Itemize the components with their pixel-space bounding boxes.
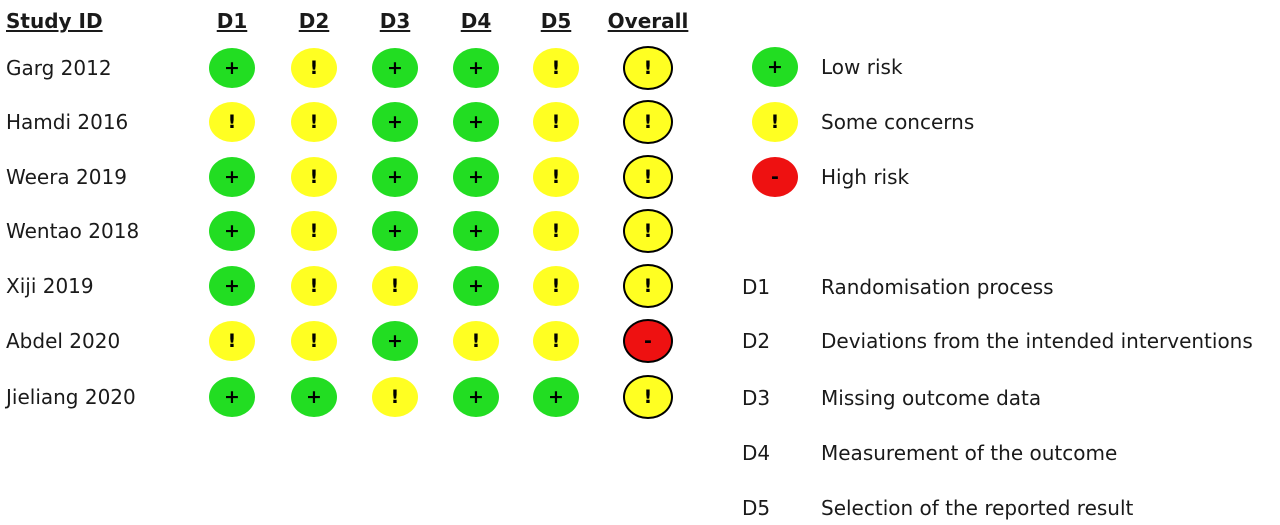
study-label: Xiji 2019	[6, 274, 94, 298]
overall-judgement-dot: !	[623, 209, 673, 253]
judgement-dot-d2: !	[291, 48, 337, 88]
domain-code: D3	[742, 386, 771, 410]
overall-judgement-dot: !	[623, 375, 673, 419]
header-d4: D4	[460, 9, 492, 33]
judgement-dot-d4: +	[453, 102, 499, 142]
judgement-dot-d3: +	[372, 102, 418, 142]
judgement-dot-d4: +	[453, 157, 499, 197]
judgement-dot-d4: +	[453, 211, 499, 251]
overall-judgement-dot: !	[623, 46, 673, 90]
legend-dot-low: +	[752, 47, 798, 87]
domain-description: Missing outcome data	[821, 386, 1042, 410]
judgement-dot-d2: !	[291, 266, 337, 306]
judgement-dot-d1: +	[209, 48, 255, 88]
judgement-dot-d5: !	[533, 102, 579, 142]
judgement-dot-d1: +	[209, 211, 255, 251]
judgement-dot-d3: +	[372, 321, 418, 361]
study-label: Wentao 2018	[6, 219, 140, 243]
overall-judgement-dot: !	[623, 264, 673, 308]
judgement-dot-d5: !	[533, 48, 579, 88]
judgement-dot-d1: +	[209, 377, 255, 417]
judgement-dot-d5: !	[533, 157, 579, 197]
domain-code: D4	[742, 441, 771, 465]
header-d3: D3	[379, 9, 411, 33]
legend-label: Low risk	[821, 55, 903, 79]
header-study-id: Study ID	[6, 9, 103, 33]
header-d1: D1	[216, 9, 248, 33]
domain-description: Randomisation process	[821, 275, 1054, 299]
overall-judgement-dot: !	[623, 155, 673, 199]
judgement-dot-d2: !	[291, 321, 337, 361]
judgement-dot-d5: +	[533, 377, 579, 417]
header-overall: Overall	[607, 9, 689, 33]
domain-description: Measurement of the outcome	[821, 441, 1118, 465]
judgement-dot-d2: !	[291, 211, 337, 251]
legend-label: High risk	[821, 165, 910, 189]
legend-dot-high: -	[752, 157, 798, 197]
judgement-dot-d1: +	[209, 266, 255, 306]
domain-code: D1	[742, 275, 771, 299]
judgement-dot-d4: +	[453, 48, 499, 88]
judgement-dot-d5: !	[533, 321, 579, 361]
study-label: Jieliang 2020	[6, 385, 136, 409]
header-d5: D5	[540, 9, 572, 33]
judgement-dot-d5: !	[533, 266, 579, 306]
overall-judgement-dot: -	[623, 319, 673, 363]
judgement-dot-d2: !	[291, 157, 337, 197]
judgement-dot-d4: +	[453, 377, 499, 417]
domain-code: D2	[742, 329, 771, 353]
judgement-dot-d1: !	[209, 102, 255, 142]
header-d2: D2	[298, 9, 330, 33]
judgement-dot-d3: +	[372, 48, 418, 88]
study-label: Weera 2019	[6, 165, 127, 189]
judgement-dot-d2: +	[291, 377, 337, 417]
overall-judgement-dot: !	[623, 100, 673, 144]
domain-description: Selection of the reported result	[821, 496, 1134, 520]
judgement-dot-d3: !	[372, 377, 418, 417]
judgement-dot-d4: +	[453, 266, 499, 306]
judgement-dot-d3: +	[372, 157, 418, 197]
judgement-dot-d3: !	[372, 266, 418, 306]
study-label: Garg 2012	[6, 56, 112, 80]
judgement-dot-d1: !	[209, 321, 255, 361]
legend-dot-some: !	[752, 102, 798, 142]
judgement-dot-d2: !	[291, 102, 337, 142]
domain-code: D5	[742, 496, 771, 520]
judgement-dot-d1: +	[209, 157, 255, 197]
judgement-dot-d5: !	[533, 211, 579, 251]
study-label: Hamdi 2016	[6, 110, 129, 134]
judgement-dot-d3: +	[372, 211, 418, 251]
legend-label: Some concerns	[821, 110, 975, 134]
study-label: Abdel 2020	[6, 329, 121, 353]
domain-description: Deviations from the intended interventio…	[821, 329, 1253, 353]
judgement-dot-d4: !	[453, 321, 499, 361]
